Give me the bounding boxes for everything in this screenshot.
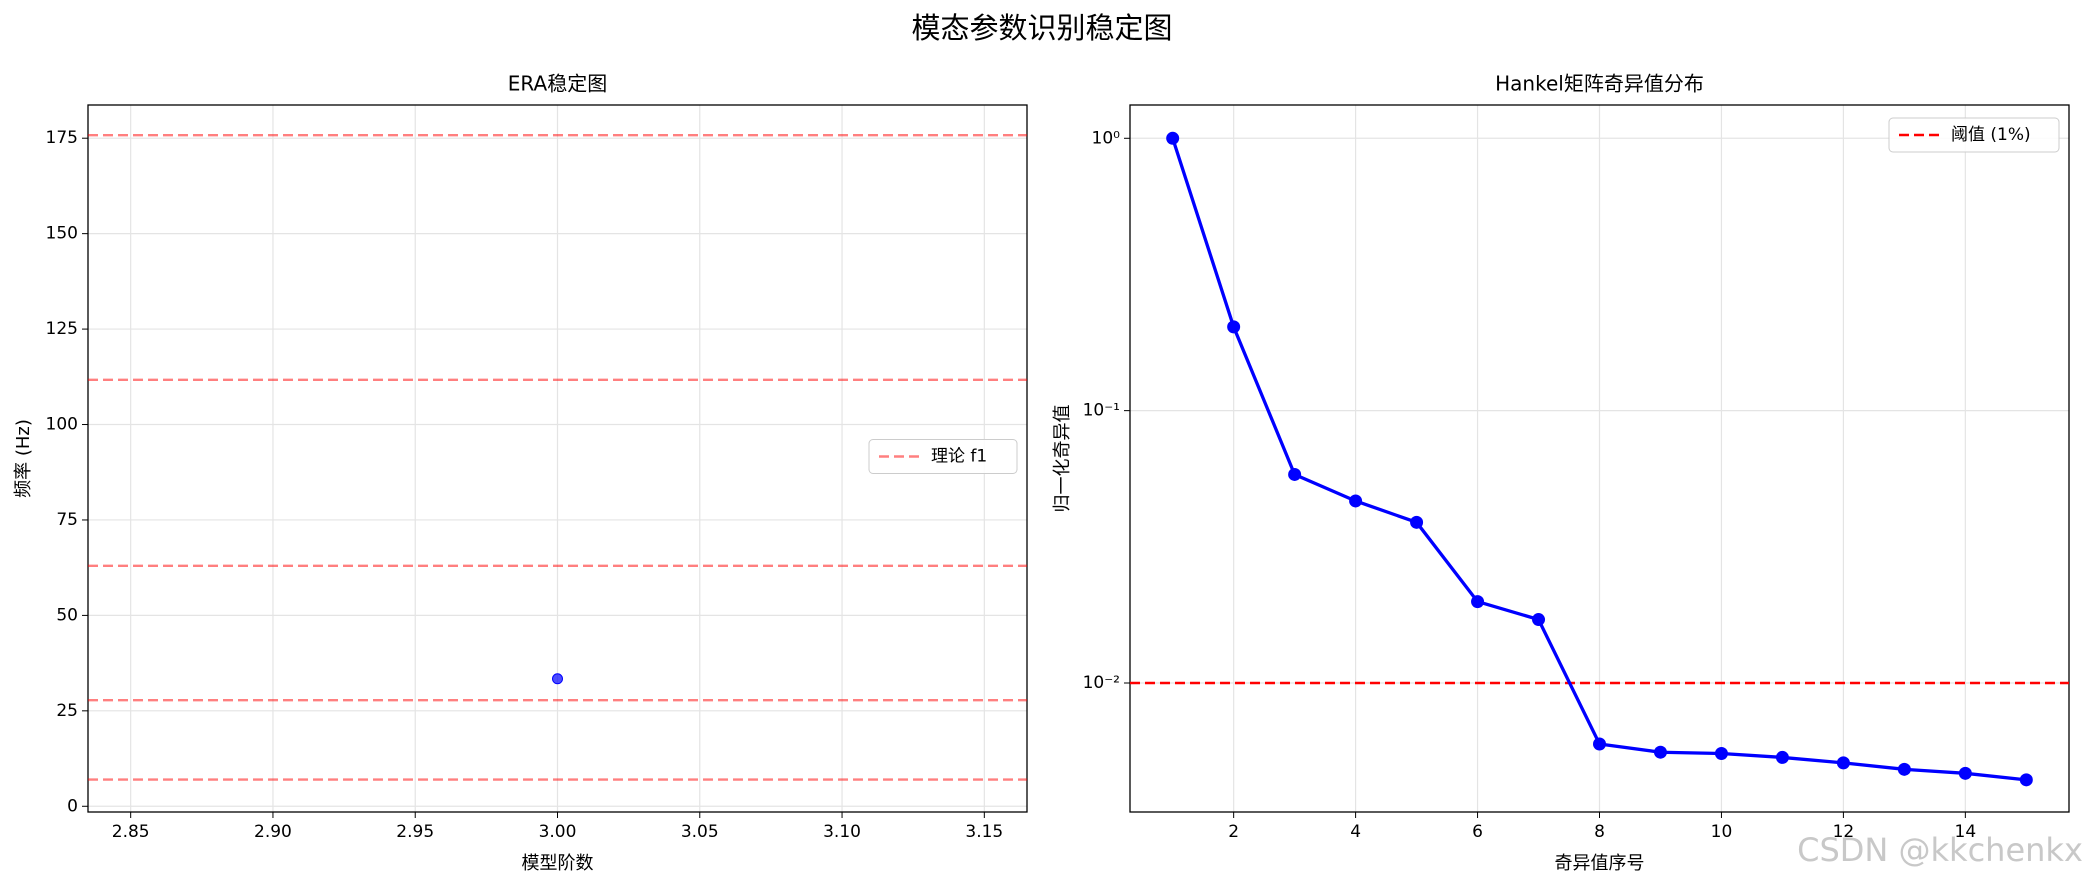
- x-tick-label: 3.00: [539, 822, 577, 842]
- marker: [2019, 773, 2033, 787]
- y-tick-label: 10⁻¹: [1083, 401, 1120, 421]
- chart-title: ERA稳定图: [508, 72, 607, 96]
- y-tick-label: 125: [46, 319, 78, 339]
- x-tick-label: 3.05: [681, 822, 719, 842]
- y-tick-label: 50: [56, 605, 78, 625]
- marker: [1532, 613, 1546, 627]
- y-tick-label: 75: [56, 510, 78, 530]
- marker: [1471, 595, 1485, 609]
- x-tick-label: 14: [1955, 822, 1977, 842]
- y-tick-label: 150: [46, 224, 78, 244]
- legend-box: [1888, 117, 2060, 153]
- x-tick-label: 10: [1711, 822, 1733, 842]
- y-axis-label: 归一化奇异值: [1052, 405, 1073, 513]
- point: [552, 673, 563, 685]
- axes-frame: [1129, 104, 2070, 813]
- chart-title: Hankel矩阵奇异值分布: [1495, 72, 1704, 96]
- x-tick-label: 3.10: [823, 822, 861, 842]
- marker: [1166, 131, 1180, 145]
- y-tick-label: 10⁰: [1092, 128, 1121, 148]
- marker: [1653, 745, 1667, 759]
- x-tick-label: 4: [1350, 822, 1361, 842]
- watermark: CSDN @kkchenkx: [1797, 831, 2083, 869]
- marker: [1775, 750, 1789, 764]
- figure-title: 模态参数识别稳定图: [911, 11, 1172, 45]
- legend-box: [868, 439, 1018, 474]
- marker: [1288, 467, 1302, 481]
- legend-label: 阈值 (1%): [1951, 125, 2031, 145]
- x-tick-label: 3.15: [965, 822, 1003, 842]
- x-tick-label: 2.90: [254, 822, 292, 842]
- axes-frame: [87, 104, 1028, 813]
- marker: [1958, 766, 1972, 780]
- y-tick-label: 25: [56, 701, 78, 721]
- marker: [1349, 494, 1363, 508]
- y-tick-label: 0: [67, 796, 78, 816]
- x-tick-label: 2.85: [112, 822, 150, 842]
- x-tick-label: 2.95: [396, 822, 434, 842]
- x-tick-label: 12: [1833, 822, 1855, 842]
- x-tick-label: 8: [1594, 822, 1605, 842]
- x-axis-label: 模型阶数: [522, 853, 594, 874]
- x-axis-label: 奇异值序号: [1555, 853, 1645, 874]
- x-tick-label: 6: [1472, 822, 1483, 842]
- x-tick-label: 2: [1228, 822, 1239, 842]
- y-tick-label: 100: [46, 415, 78, 435]
- marker: [1836, 756, 1850, 770]
- y-tick-label: 10⁻²: [1083, 673, 1120, 693]
- y-axis-label: 频率 (Hz): [13, 419, 34, 498]
- marker: [1227, 320, 1241, 334]
- y-tick-label: 175: [46, 128, 78, 148]
- marker: [1714, 746, 1728, 760]
- marker: [1897, 762, 1911, 776]
- marker: [1410, 515, 1424, 529]
- marker: [1593, 737, 1606, 751]
- legend-label: 理论 f1: [931, 447, 987, 467]
